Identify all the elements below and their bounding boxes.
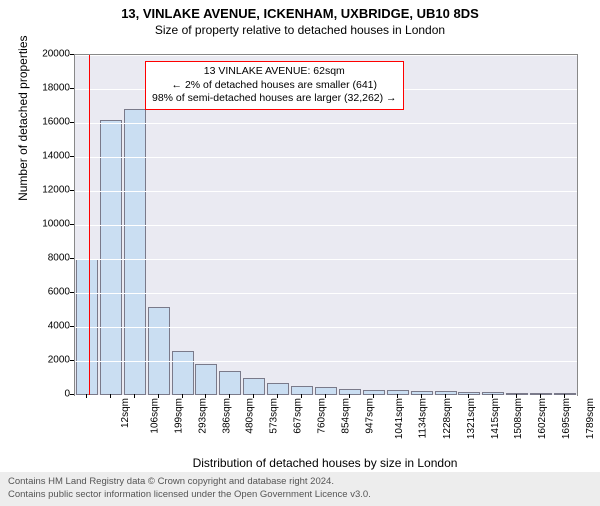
x-tick-label: 1321sqm xyxy=(466,398,477,439)
x-tick-label: 1415sqm xyxy=(490,398,501,439)
x-tick-mark xyxy=(86,394,87,398)
x-tick-label: 760sqm xyxy=(317,398,328,434)
x-tick-mark xyxy=(492,394,493,398)
histogram-bar xyxy=(243,378,265,395)
gridline xyxy=(75,361,577,362)
gridline xyxy=(75,55,577,56)
annotation-box: 13 VINLAKE AVENUE: 62sqm ← 2% of detache… xyxy=(145,61,404,110)
y-tick-mark xyxy=(70,326,74,327)
gridline xyxy=(75,123,577,124)
gridline xyxy=(75,327,577,328)
y-tick-mark xyxy=(70,292,74,293)
x-tick-label: 12sqm xyxy=(120,398,131,428)
y-tick-mark xyxy=(70,394,74,395)
y-tick-mark xyxy=(70,54,74,55)
y-tick-label: 18000 xyxy=(20,83,70,94)
histogram-bar xyxy=(195,364,217,395)
x-tick-mark xyxy=(445,394,446,398)
x-tick-mark xyxy=(564,394,565,398)
x-tick-mark xyxy=(277,394,278,398)
gridline xyxy=(75,225,577,226)
footer-line-1: Contains HM Land Registry data © Crown c… xyxy=(8,476,592,488)
x-tick-label: 1134sqm xyxy=(417,398,428,438)
x-axis-label: Distribution of detached houses by size … xyxy=(74,456,576,470)
y-tick-mark xyxy=(70,258,74,259)
histogram-bar xyxy=(148,307,170,395)
x-tick-label: 947sqm xyxy=(365,398,376,434)
x-tick-label: 1789sqm xyxy=(585,398,596,439)
gridline xyxy=(75,157,577,158)
x-tick-mark xyxy=(421,394,422,398)
x-tick-mark xyxy=(540,394,541,398)
y-tick-mark xyxy=(70,88,74,89)
histogram-bar xyxy=(172,351,194,395)
x-tick-label: 1041sqm xyxy=(394,398,405,439)
x-tick-mark xyxy=(373,394,374,398)
x-tick-mark xyxy=(110,394,111,398)
y-tick-label: 16000 xyxy=(20,117,70,128)
x-tick-mark xyxy=(182,394,183,398)
x-tick-label: 1695sqm xyxy=(561,398,572,439)
annotation-line-2: ← 2% of detached houses are smaller (641… xyxy=(152,79,397,93)
y-tick-mark xyxy=(70,190,74,191)
y-tick-label: 0 xyxy=(20,389,70,400)
x-tick-label: 1602sqm xyxy=(537,398,548,439)
y-tick-label: 20000 xyxy=(20,49,70,60)
x-tick-mark xyxy=(158,394,159,398)
x-tick-mark xyxy=(349,394,350,398)
marker-line xyxy=(89,55,90,395)
x-tick-mark xyxy=(205,394,206,398)
footer-line-2: Contains public sector information licen… xyxy=(8,489,592,501)
x-tick-label: 854sqm xyxy=(341,398,352,434)
y-tick-mark xyxy=(70,360,74,361)
histogram-bar xyxy=(219,371,241,395)
chart-subtitle: Size of property relative to detached ho… xyxy=(0,23,600,37)
annotation-line-1: 13 VINLAKE AVENUE: 62sqm xyxy=(152,65,397,79)
y-tick-mark xyxy=(70,156,74,157)
gridline xyxy=(75,395,577,396)
y-tick-label: 14000 xyxy=(20,151,70,162)
y-tick-label: 2000 xyxy=(20,355,70,366)
x-tick-mark xyxy=(397,394,398,398)
gridline xyxy=(75,191,577,192)
chart-area: Number of detached properties 13 VINLAKE… xyxy=(56,54,576,414)
x-tick-label: 667sqm xyxy=(293,398,304,434)
annotation-line-3: 98% of semi-detached houses are larger (… xyxy=(152,92,397,106)
x-tick-label: 1508sqm xyxy=(514,398,525,439)
x-tick-mark xyxy=(229,394,230,398)
y-tick-label: 4000 xyxy=(20,321,70,332)
x-tick-mark xyxy=(468,394,469,398)
x-tick-label: 1228sqm xyxy=(442,398,453,439)
x-tick-label: 199sqm xyxy=(173,398,184,434)
y-tick-label: 8000 xyxy=(20,253,70,264)
histogram-bar xyxy=(124,109,146,395)
x-tick-label: 106sqm xyxy=(149,398,160,434)
x-tick-label: 480sqm xyxy=(245,398,256,434)
x-tick-mark xyxy=(134,394,135,398)
y-tick-label: 12000 xyxy=(20,185,70,196)
x-tick-mark xyxy=(301,394,302,398)
histogram-bar xyxy=(100,120,122,395)
x-tick-mark xyxy=(253,394,254,398)
gridline xyxy=(75,259,577,260)
chart-title: 13, VINLAKE AVENUE, ICKENHAM, UXBRIDGE, … xyxy=(0,6,600,21)
x-tick-label: 573sqm xyxy=(269,398,280,434)
y-tick-label: 6000 xyxy=(20,287,70,298)
x-tick-label: 293sqm xyxy=(197,398,208,434)
footer: Contains HM Land Registry data © Crown c… xyxy=(0,472,600,506)
plot-area: 13 VINLAKE AVENUE: 62sqm ← 2% of detache… xyxy=(74,54,578,396)
y-tick-mark xyxy=(70,224,74,225)
y-tick-mark xyxy=(70,122,74,123)
y-tick-label: 10000 xyxy=(20,219,70,230)
gridline xyxy=(75,293,577,294)
x-tick-label: 386sqm xyxy=(221,398,232,434)
x-tick-mark xyxy=(516,394,517,398)
x-tick-mark xyxy=(325,394,326,398)
